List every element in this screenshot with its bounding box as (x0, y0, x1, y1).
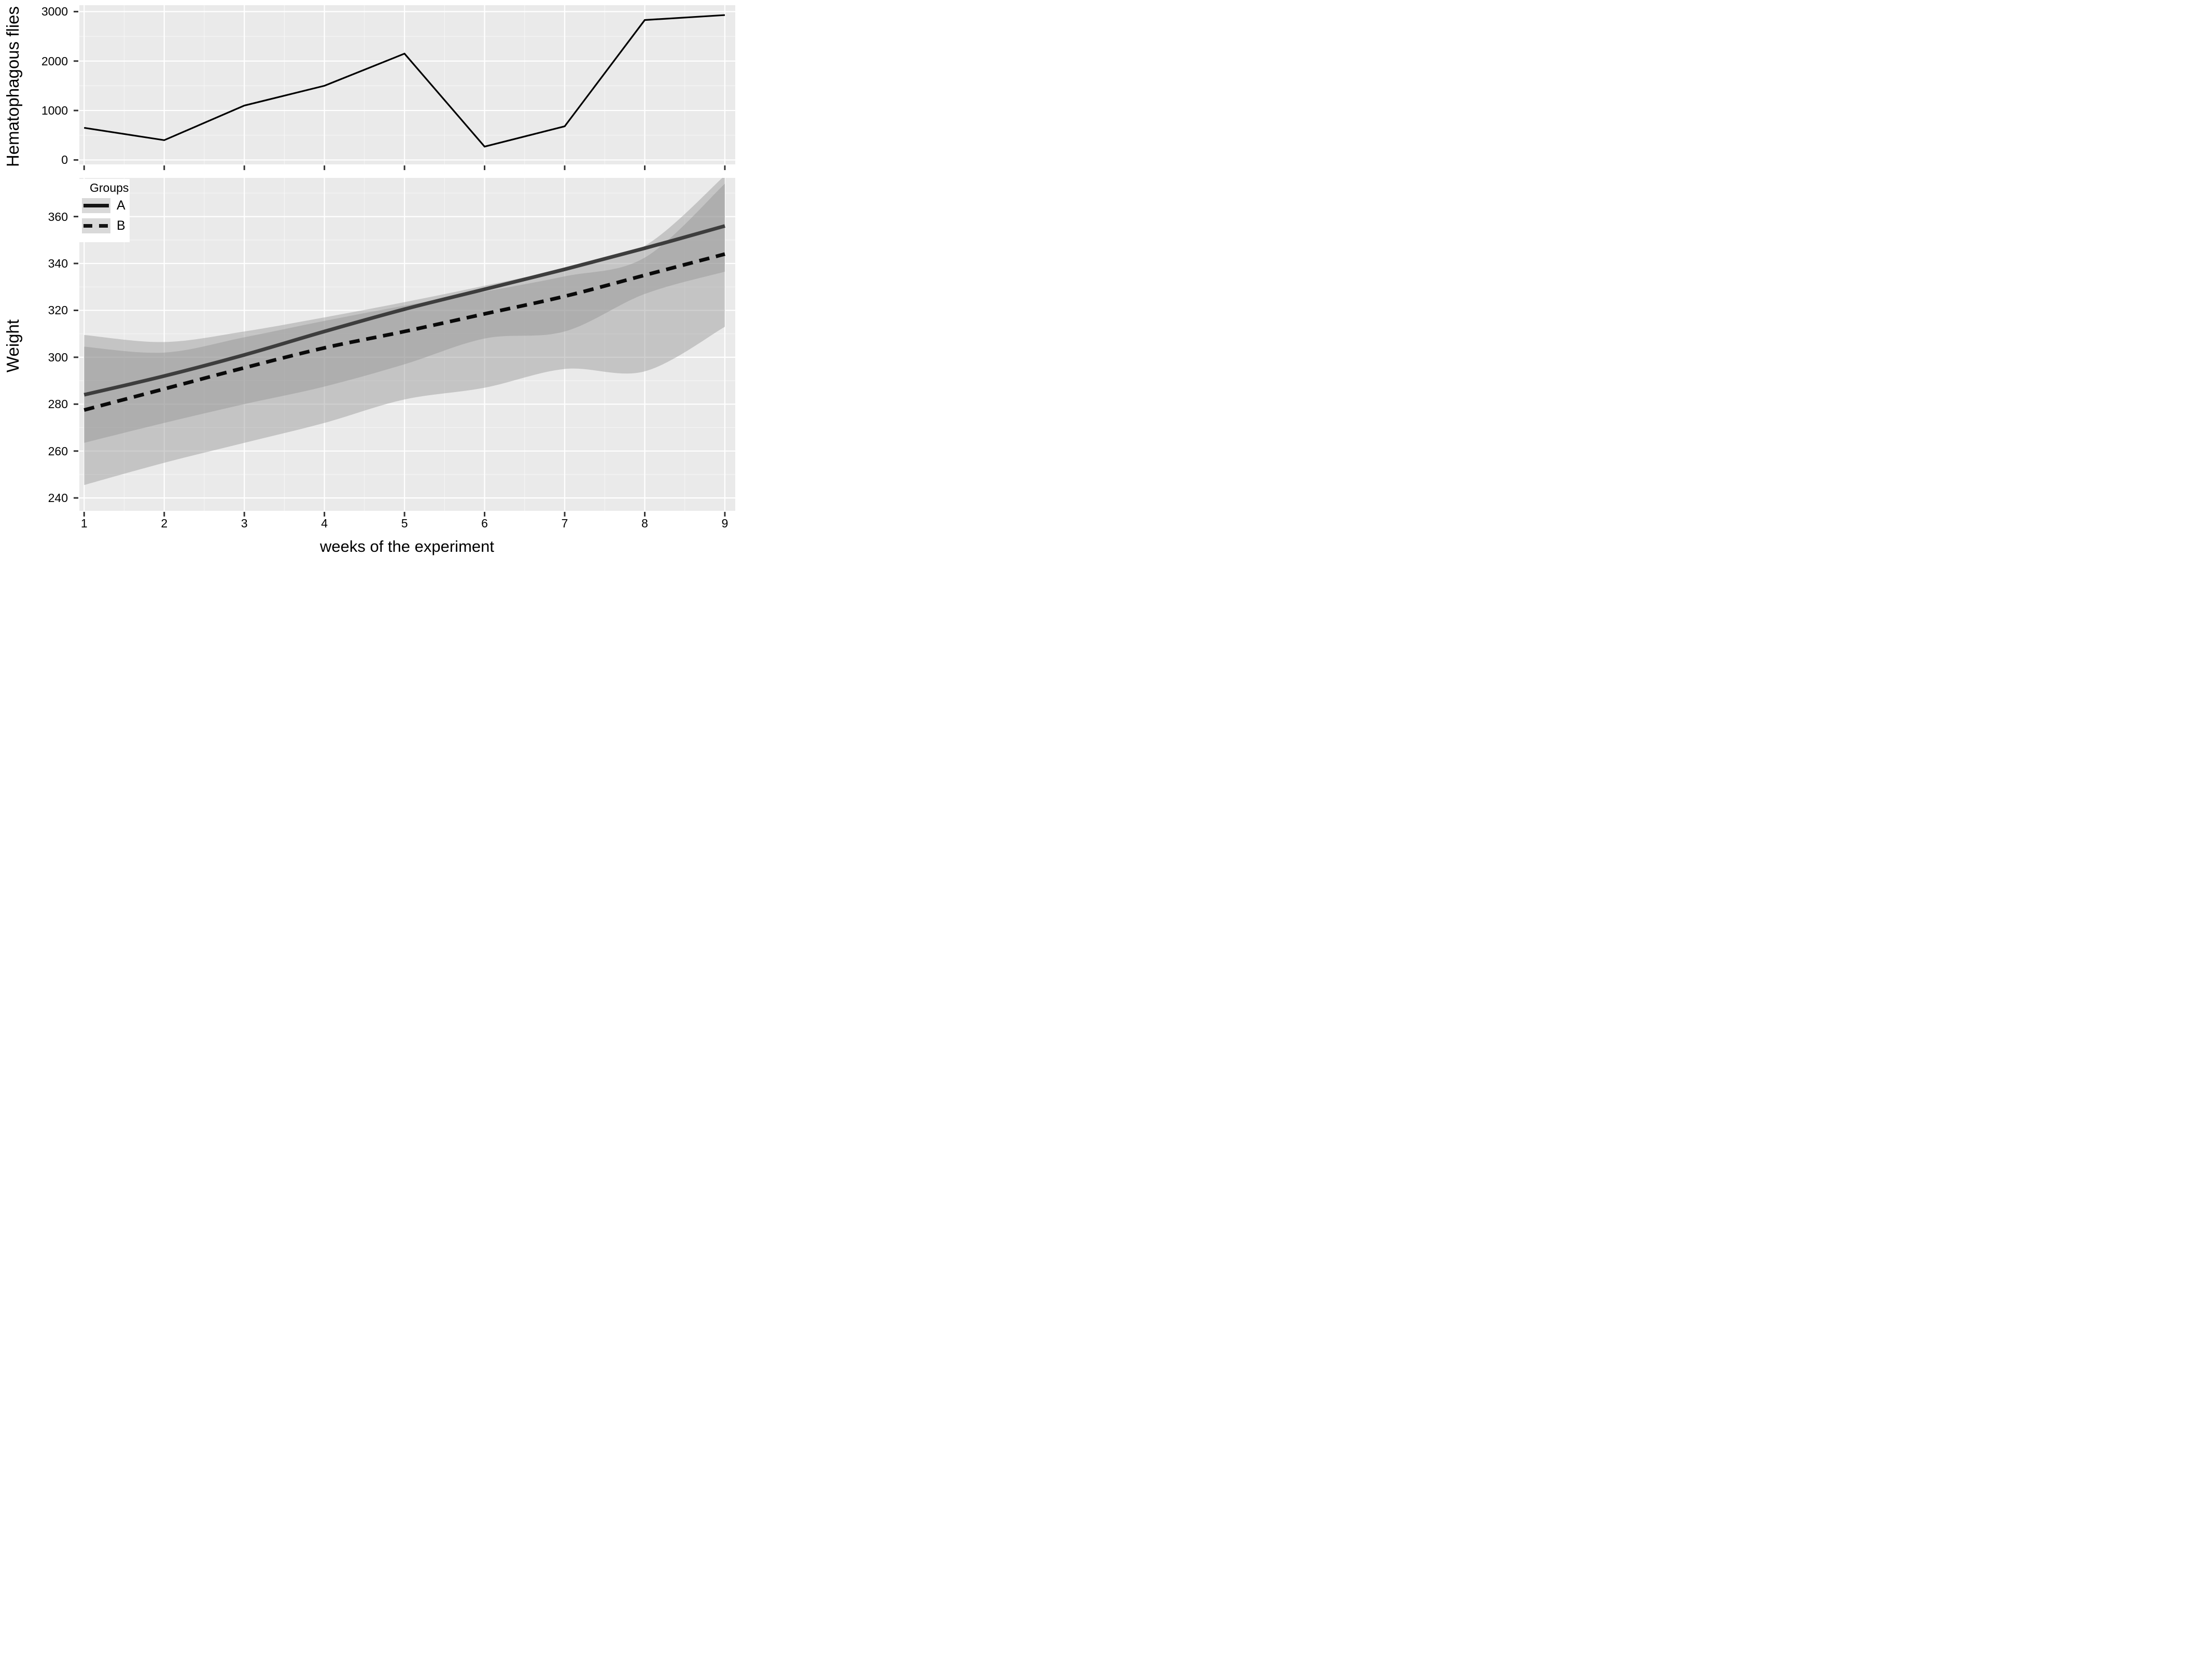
bottom-y-tick-label: 240 (48, 491, 68, 505)
x-tick-label: 7 (561, 517, 568, 530)
legend-title: Groups (90, 181, 129, 194)
top-y-tick-label: 0 (61, 153, 68, 167)
x-tick-label: 5 (401, 517, 408, 530)
flies-panel (74, 5, 735, 170)
x-tick-label: 9 (721, 517, 729, 530)
legend-item-b: B (82, 218, 130, 233)
x-tick-label: 8 (641, 517, 648, 530)
top-y-tick-label: 1000 (41, 104, 68, 118)
x-tick-label: 4 (321, 517, 328, 530)
weight-panel-background (79, 178, 735, 511)
bottom-y-tick-label: 340 (48, 257, 68, 271)
ribbon-b (84, 184, 725, 485)
legend-item-b-label: B (117, 218, 125, 233)
bottom-y-tick-label: 280 (48, 397, 68, 411)
flies-line (84, 14, 725, 148)
x-tick-label: 2 (161, 517, 168, 530)
bottom-y-axis-title: Weight (3, 319, 22, 373)
top-y-tick-label: 2000 (41, 54, 68, 68)
legend-key-dashed-line-icon (82, 218, 110, 233)
bottom-y-tick-label: 300 (48, 350, 68, 364)
flies-panel-background (79, 5, 735, 164)
legend: Groups A B (79, 179, 130, 242)
x-axis-title: weeks of the experiment (319, 537, 494, 555)
top-y-tick-label: 3000 (41, 5, 68, 19)
bottom-y-tick-label: 320 (48, 303, 68, 317)
legend-item-a-label: A (117, 198, 125, 213)
weight-panel (74, 178, 735, 517)
x-tick-label: 1 (80, 517, 88, 530)
legend-key-solid-line-icon (82, 198, 110, 213)
x-tick-label: 3 (241, 517, 248, 530)
figure-root: Hematophagous flies Weight weeks of the … (0, 0, 737, 558)
legend-item-a: A (82, 198, 130, 213)
series-line-a (83, 224, 725, 397)
x-tick-label: 6 (481, 517, 488, 530)
bottom-y-tick-label: 260 (48, 444, 68, 458)
series-line-b (83, 252, 725, 412)
bottom-y-tick-label: 360 (48, 210, 68, 224)
top-y-axis-title: Hematophagous flies (3, 6, 22, 168)
chart-canvas (74, 5, 735, 517)
